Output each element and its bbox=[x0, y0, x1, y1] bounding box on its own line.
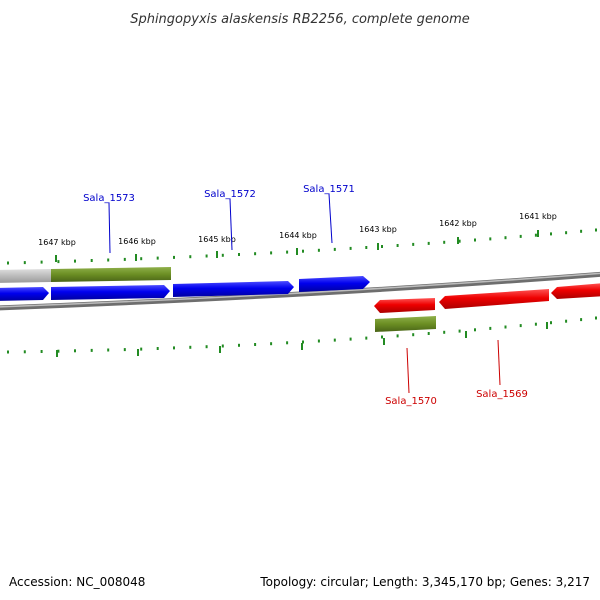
genome-backbone-highlight bbox=[0, 272, 600, 308]
gene-arrow-sala-1572[interactable] bbox=[173, 281, 294, 297]
leader-line-sala-1573 bbox=[108, 202, 111, 254]
gene-label-sala-1573[interactable]: Sala_1573 bbox=[83, 193, 135, 204]
upper-minor-ticks bbox=[7, 228, 597, 265]
leader-line-sala-1572 bbox=[229, 198, 233, 251]
genome-summary-text: Topology: circular; Length: 3,345,170 bp… bbox=[259, 575, 590, 589]
lower-tick-row bbox=[7, 316, 597, 357]
tick-label-1642: 1642 kbp bbox=[439, 219, 477, 228]
accession-text: Accession: NC_008048 bbox=[9, 575, 145, 589]
gene-label-sala-1569[interactable]: Sala_1569 bbox=[476, 389, 528, 400]
tick-label-1646: 1646 kbp bbox=[118, 237, 156, 246]
leader-line-sala-1569 bbox=[497, 339, 501, 386]
cds-bar-forward bbox=[51, 267, 171, 282]
gene-label-sala-1571[interactable]: Sala_1571 bbox=[303, 184, 355, 195]
grey-feature-bar bbox=[0, 269, 51, 283]
gene-arrow-sala-1570[interactable] bbox=[374, 298, 435, 313]
leader-line-sala-1570 bbox=[406, 347, 410, 394]
gene-label-sala-1570[interactable]: Sala_1570 bbox=[385, 396, 437, 407]
tick-label-1643: 1643 kbp bbox=[359, 225, 397, 234]
leader-line-sala-1571 bbox=[328, 193, 333, 244]
gene-label-sala-1572[interactable]: Sala_1572 bbox=[204, 189, 256, 200]
gene-arrow-sala-1573[interactable] bbox=[51, 285, 170, 300]
tick-label-1645: 1645 kbp bbox=[198, 235, 236, 244]
tick-label-1641: 1641 kbp bbox=[519, 212, 557, 221]
tick-label-1647: 1647 kbp bbox=[38, 238, 76, 247]
gene-arrow-sala-1574[interactable] bbox=[0, 287, 49, 301]
lower-minor-ticks bbox=[7, 316, 597, 354]
gene-arrow-sala-1571[interactable] bbox=[299, 276, 370, 292]
gene-arrow-sala-1569[interactable] bbox=[439, 289, 549, 309]
cds-bar-reverse bbox=[375, 316, 436, 332]
gene-arrow-sala-1568[interactable] bbox=[551, 283, 600, 299]
genome-backbone bbox=[0, 271, 600, 311]
tick-label-1644: 1644 kbp bbox=[279, 231, 317, 240]
upper-tick-row: 1647 kbp 1646 kbp 1645 kbp 1644 kbp 1643… bbox=[7, 212, 597, 265]
map-title: Sphingopyxis alaskensis RB2256, complete… bbox=[130, 12, 470, 27]
